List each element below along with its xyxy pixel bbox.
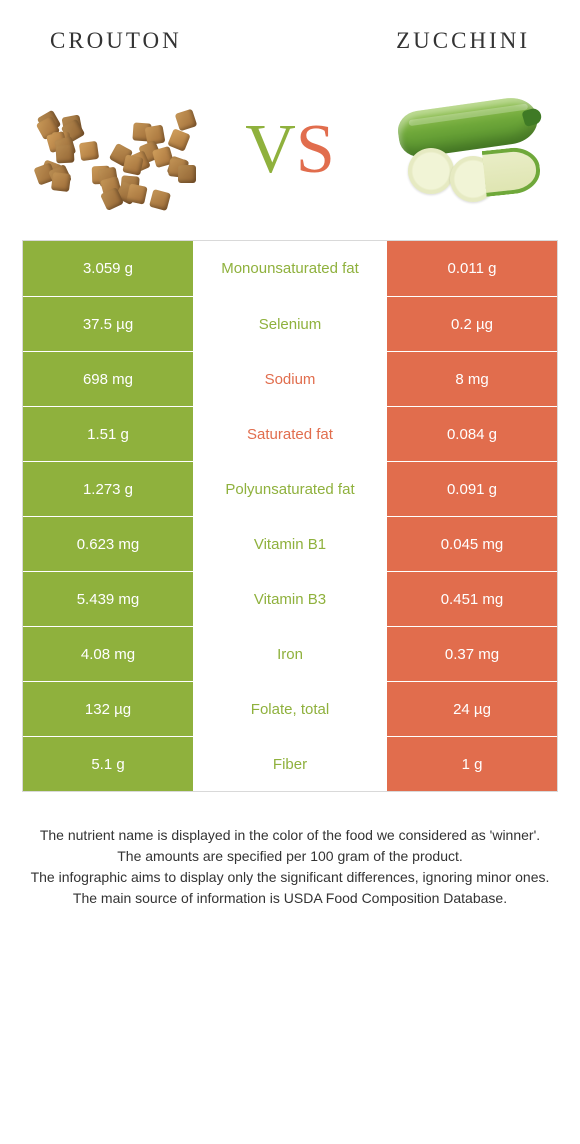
nutrient-name-cell: Vitamin B3 <box>193 572 387 626</box>
right-value-cell: 0.2 µg <box>387 297 557 351</box>
left-value-cell: 5.439 mg <box>23 572 193 626</box>
left-food-title: Crouton <box>50 28 182 54</box>
header: Crouton Zucchini <box>0 0 580 72</box>
table-row: 132 µgFolate, total24 µg <box>23 681 557 736</box>
table-row: 5.439 mgVitamin B30.451 mg <box>23 571 557 626</box>
right-value-cell: 8 mg <box>387 352 557 406</box>
table-row: 1.51 gSaturated fat0.084 g <box>23 406 557 461</box>
right-value-cell: 0.451 mg <box>387 572 557 626</box>
nutrient-name-cell: Monounsaturated fat <box>193 241 387 296</box>
comparison-table: 3.059 gMonounsaturated fat0.011 g37.5 µg… <box>22 240 558 792</box>
vs-badge: VS <box>245 110 335 190</box>
nutrient-name-cell: Iron <box>193 627 387 681</box>
vs-letter-v: V <box>245 111 296 188</box>
left-value-cell: 3.059 g <box>23 241 193 296</box>
left-value-cell: 37.5 µg <box>23 297 193 351</box>
table-row: 1.273 gPolyunsaturated fat0.091 g <box>23 461 557 516</box>
left-value-cell: 5.1 g <box>23 737 193 791</box>
table-row: 5.1 gFiber1 g <box>23 736 557 791</box>
nutrient-name-cell: Folate, total <box>193 682 387 736</box>
nutrient-name-cell: Fiber <box>193 737 387 791</box>
table-row: 0.623 mgVitamin B10.045 mg <box>23 516 557 571</box>
table-row: 4.08 mgIron0.37 mg <box>23 626 557 681</box>
nutrient-name-cell: Selenium <box>193 297 387 351</box>
footer-notes: The nutrient name is displayed in the co… <box>0 792 580 908</box>
left-value-cell: 0.623 mg <box>23 517 193 571</box>
nutrient-name-cell: Sodium <box>193 352 387 406</box>
table-row: 37.5 µgSelenium0.2 µg <box>23 296 557 351</box>
nutrient-name-cell: Vitamin B1 <box>193 517 387 571</box>
right-value-cell: 0.011 g <box>387 241 557 296</box>
table-row: 3.059 gMonounsaturated fat0.011 g <box>23 241 557 296</box>
footer-line: The main source of information is USDA F… <box>30 889 550 908</box>
right-value-cell: 0.37 mg <box>387 627 557 681</box>
right-food-title: Zucchini <box>396 28 530 54</box>
nutrient-name-cell: Saturated fat <box>193 407 387 461</box>
left-value-cell: 1.273 g <box>23 462 193 516</box>
right-value-cell: 24 µg <box>387 682 557 736</box>
left-value-cell: 4.08 mg <box>23 627 193 681</box>
nutrient-name-cell: Polyunsaturated fat <box>193 462 387 516</box>
footer-line: The infographic aims to display only the… <box>30 868 550 887</box>
footer-line: The amounts are specified per 100 gram o… <box>30 847 550 866</box>
left-value-cell: 1.51 g <box>23 407 193 461</box>
zucchini-image <box>390 90 550 210</box>
right-value-cell: 0.045 mg <box>387 517 557 571</box>
table-row: 698 mgSodium8 mg <box>23 351 557 406</box>
hero-row: VS <box>0 72 580 240</box>
left-value-cell: 698 mg <box>23 352 193 406</box>
vs-letter-s: S <box>296 111 335 188</box>
footer-line: The nutrient name is displayed in the co… <box>30 826 550 845</box>
crouton-image <box>30 90 190 210</box>
right-value-cell: 0.084 g <box>387 407 557 461</box>
right-value-cell: 0.091 g <box>387 462 557 516</box>
left-value-cell: 132 µg <box>23 682 193 736</box>
right-value-cell: 1 g <box>387 737 557 791</box>
